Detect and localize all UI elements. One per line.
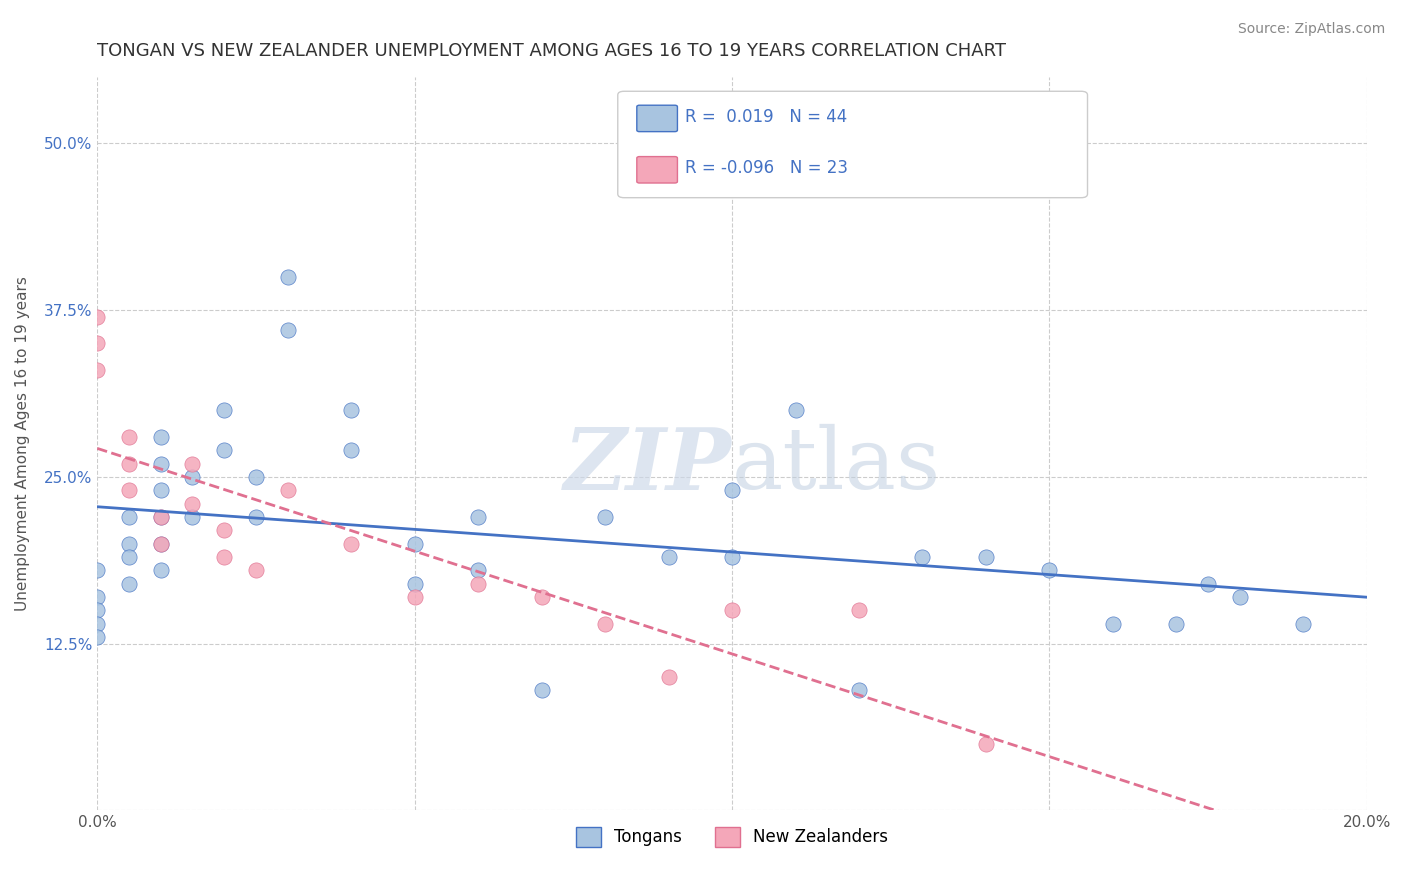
Point [1102,616,1125,631]
Point [658,549,681,564]
Point [785,403,807,417]
Point [149,430,172,444]
Point [974,737,997,751]
Point [467,576,489,591]
Point [86,363,108,377]
Point [86,590,108,604]
Point [118,536,141,550]
Point [1197,576,1219,591]
Point [467,510,489,524]
Point [911,549,934,564]
Point [467,563,489,577]
Point [181,510,204,524]
Point [149,483,172,498]
Legend: Tongans, New Zealanders: Tongans, New Zealanders [569,820,896,854]
Point [86,630,108,644]
Point [181,470,204,484]
Text: R =  0.019   N = 44: R = 0.019 N = 44 [685,108,848,126]
Point [277,323,299,337]
Point [404,590,426,604]
Point [212,443,235,458]
Point [530,590,553,604]
Point [149,563,172,577]
Point [118,483,141,498]
Text: TONGAN VS NEW ZEALANDER UNEMPLOYMENT AMONG AGES 16 TO 19 YEARS CORRELATION CHART: TONGAN VS NEW ZEALANDER UNEMPLOYMENT AMO… [97,42,1007,60]
Point [530,683,553,698]
Point [593,510,616,524]
Text: Source: ZipAtlas.com: Source: ZipAtlas.com [1237,22,1385,37]
Point [149,457,172,471]
FancyBboxPatch shape [637,105,678,132]
Point [1292,616,1315,631]
Point [86,563,108,577]
Point [721,549,744,564]
Point [974,549,997,564]
Point [149,536,172,550]
Point [658,670,681,684]
Point [1229,590,1251,604]
Point [245,510,267,524]
Point [1038,563,1060,577]
Point [277,483,299,498]
Point [212,549,235,564]
Point [404,576,426,591]
Point [181,457,204,471]
Point [86,310,108,324]
Point [118,430,141,444]
FancyBboxPatch shape [637,157,678,183]
Point [340,403,363,417]
Text: ZIP: ZIP [564,424,733,508]
Point [721,483,744,498]
Point [404,536,426,550]
Point [86,336,108,351]
Point [149,536,172,550]
Text: atlas: atlas [733,424,941,508]
Point [118,457,141,471]
Point [212,523,235,537]
FancyBboxPatch shape [617,91,1087,198]
Point [118,576,141,591]
Point [212,403,235,417]
Point [118,549,141,564]
Point [848,603,870,617]
Point [1166,616,1188,631]
Point [848,683,870,698]
Point [181,497,204,511]
Point [149,510,172,524]
Point [86,603,108,617]
Point [245,470,267,484]
Point [86,616,108,631]
Point [149,510,172,524]
Point [340,536,363,550]
Text: R = -0.096   N = 23: R = -0.096 N = 23 [685,160,848,178]
Point [340,443,363,458]
Point [245,563,267,577]
Point [118,510,141,524]
Point [593,616,616,631]
Point [277,269,299,284]
Point [721,603,744,617]
Y-axis label: Unemployment Among Ages 16 to 19 years: Unemployment Among Ages 16 to 19 years [15,277,30,611]
